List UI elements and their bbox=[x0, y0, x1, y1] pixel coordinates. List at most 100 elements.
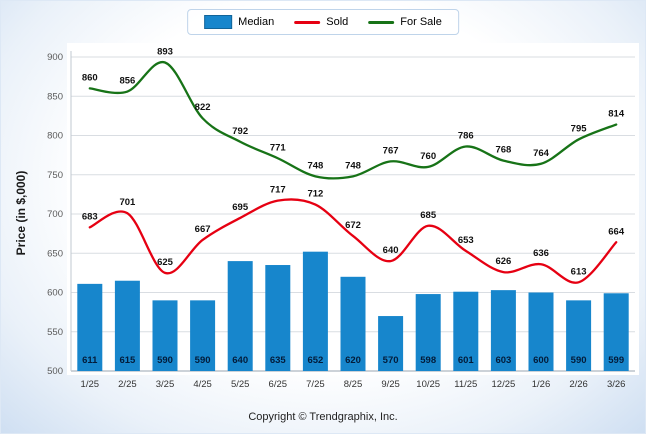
sold-line-swatch-icon bbox=[294, 20, 321, 24]
legend-label-sold: Sold bbox=[326, 16, 349, 28]
y-tick-label: 550 bbox=[47, 327, 63, 338]
x-tick-label: 1/26 bbox=[532, 379, 551, 390]
for-sale-line bbox=[88, 61, 618, 180]
x-tick-label: 9/25 bbox=[381, 379, 400, 390]
x-tick-label: 8/25 bbox=[344, 379, 363, 390]
bar bbox=[227, 261, 253, 371]
bar-value-label: 640 bbox=[232, 355, 248, 366]
bar-value-label: 570 bbox=[383, 355, 399, 366]
line-value-label: 795 bbox=[571, 123, 588, 134]
bar-value-label: 620 bbox=[345, 355, 361, 366]
bar-value-label: 652 bbox=[307, 355, 323, 366]
line-value-label: 748 bbox=[345, 160, 361, 171]
line-value-label: 822 bbox=[195, 102, 211, 113]
y-tick-label: 800 bbox=[47, 131, 63, 142]
x-tick-label: 3/25 bbox=[156, 379, 175, 390]
bar bbox=[453, 291, 479, 371]
x-tick-label: 4/25 bbox=[193, 379, 212, 390]
line-value-label: 695 bbox=[232, 202, 249, 213]
y-tick-label: 850 bbox=[47, 91, 63, 102]
line-value-label: 653 bbox=[458, 235, 474, 246]
line-value-label: 640 bbox=[383, 245, 399, 256]
line-value-label: 667 bbox=[195, 224, 211, 235]
bar-value-label: 590 bbox=[195, 355, 211, 366]
bar bbox=[528, 292, 554, 371]
line-value-label: 683 bbox=[82, 211, 98, 222]
x-tick-label: 2/25 bbox=[118, 379, 137, 390]
bar-value-label: 635 bbox=[270, 355, 287, 366]
legend-item-median: Median bbox=[204, 15, 274, 29]
x-tick-label: 12/25 bbox=[492, 379, 516, 390]
sold-labels: 683 701 625 667 695 717 712 672 640 685 653 626 636 6… bbox=[82, 185, 625, 278]
legend-label-median: Median bbox=[238, 16, 275, 28]
line-value-label: 760 bbox=[420, 151, 436, 162]
line-value-label: 712 bbox=[307, 189, 323, 200]
line-value-label: 636 bbox=[533, 248, 549, 259]
bar bbox=[566, 300, 592, 371]
line-value-label: 767 bbox=[383, 145, 399, 156]
line-value-label: 685 bbox=[420, 210, 437, 221]
line-value-label: 764 bbox=[533, 148, 550, 159]
median-bars bbox=[77, 251, 629, 371]
x-tick-label: 3/26 bbox=[607, 379, 626, 390]
line-value-label: 717 bbox=[270, 185, 286, 196]
y-tick-label: 750 bbox=[47, 170, 63, 181]
x-tick-label: 7/25 bbox=[306, 379, 325, 390]
line-value-label: 625 bbox=[157, 257, 174, 268]
legend-label-for-sale: For Sale bbox=[400, 16, 442, 28]
for-sale-labels: 860 856 893 822 792 771 748 748 767 760 786 768 764 7… bbox=[82, 46, 625, 171]
bar bbox=[265, 265, 291, 371]
bar bbox=[490, 290, 516, 371]
x-tick-label: 2/26 bbox=[569, 379, 588, 390]
line-value-label: 626 bbox=[495, 256, 511, 267]
y-tick-labels: 500 550 600 650 700 750 800 850 900 bbox=[47, 52, 63, 377]
bar-value-label: 601 bbox=[458, 355, 475, 366]
bar-value-label: 598 bbox=[420, 355, 436, 366]
bar bbox=[77, 283, 103, 371]
line-value-label: 786 bbox=[458, 130, 474, 141]
bar-value-label: 611 bbox=[82, 355, 98, 366]
copyright-text: Copyright © Trendgraphix, Inc. bbox=[248, 411, 398, 423]
median-bar-labels: 611 615 590 590 640 635 652 620 570 598 601 603 600 5… bbox=[82, 355, 624, 366]
y-tick-label: 600 bbox=[47, 288, 63, 299]
line-value-label: 701 bbox=[119, 197, 136, 208]
for-sale-line-swatch-icon bbox=[368, 20, 395, 24]
x-tick-labels: 1/25 2/25 3/25 4/25 5/25 6/25 7/25 8/25 9/25 10/2… bbox=[81, 379, 626, 390]
x-tick-label: 10/25 bbox=[416, 379, 440, 390]
line-value-label: 771 bbox=[270, 142, 287, 153]
line-value-label: 893 bbox=[157, 46, 173, 57]
line-value-label: 613 bbox=[571, 266, 587, 277]
line-value-label: 672 bbox=[345, 220, 361, 231]
x-tick-label: 11/25 bbox=[454, 379, 477, 390]
y-tick-label: 700 bbox=[47, 209, 63, 220]
y-tick-label: 650 bbox=[47, 248, 63, 259]
bar bbox=[340, 276, 366, 371]
y-axis-title: Price (in $,000) bbox=[14, 170, 28, 256]
bar bbox=[114, 280, 140, 371]
line-value-label: 664 bbox=[608, 226, 625, 237]
x-tick-label: 6/25 bbox=[269, 379, 288, 390]
y-tick-label: 900 bbox=[47, 52, 63, 63]
line-value-label: 860 bbox=[82, 72, 98, 83]
bar bbox=[378, 316, 404, 371]
legend-item-sold: Sold bbox=[294, 16, 348, 28]
bar bbox=[152, 300, 178, 371]
x-tick-label: 1/25 bbox=[81, 379, 100, 390]
bar-value-label: 590 bbox=[157, 355, 173, 366]
x-tick-label: 5/25 bbox=[231, 379, 250, 390]
legend-item-for-sale: For Sale bbox=[368, 16, 442, 28]
bar bbox=[603, 293, 629, 371]
median-bar-swatch-icon bbox=[204, 15, 233, 29]
bar bbox=[302, 251, 328, 371]
sold-line bbox=[88, 198, 618, 284]
bar bbox=[415, 294, 441, 371]
line-value-label: 792 bbox=[232, 126, 248, 137]
bar-value-label: 615 bbox=[119, 355, 136, 366]
line-value-label: 814 bbox=[608, 109, 625, 120]
bar-value-label: 590 bbox=[571, 355, 587, 366]
bar-value-label: 603 bbox=[495, 355, 511, 366]
bar-value-label: 599 bbox=[608, 355, 624, 366]
line-value-label: 856 bbox=[119, 76, 135, 87]
